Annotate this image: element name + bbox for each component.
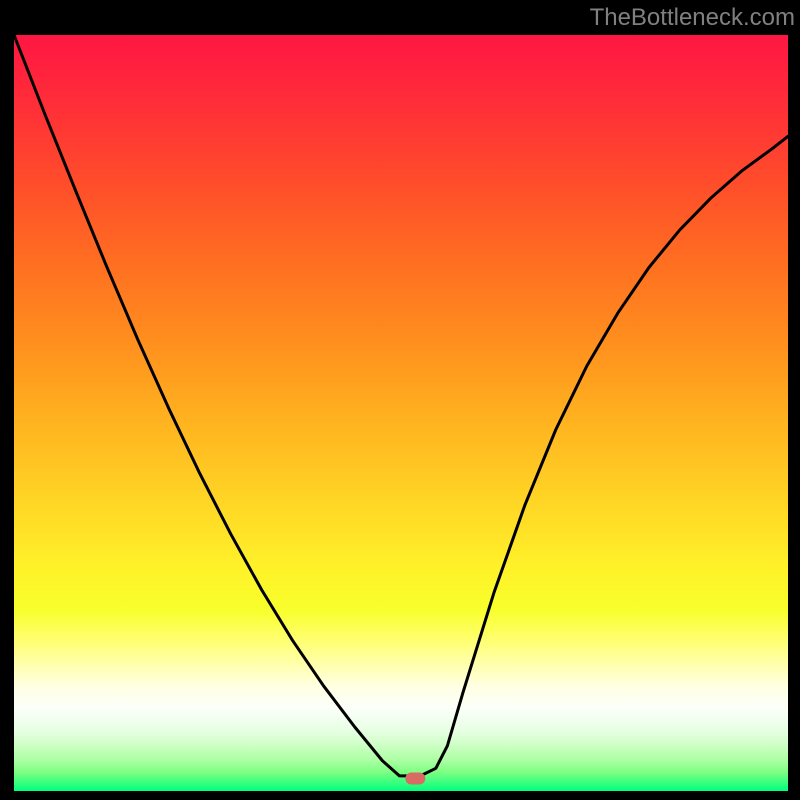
- optimum-marker: [405, 773, 425, 785]
- chart-frame: [12, 33, 790, 793]
- bottleneck-chart: [14, 35, 788, 791]
- chart-background-gradient: [14, 35, 788, 791]
- watermark-text: TheBottleneck.com: [590, 4, 795, 32]
